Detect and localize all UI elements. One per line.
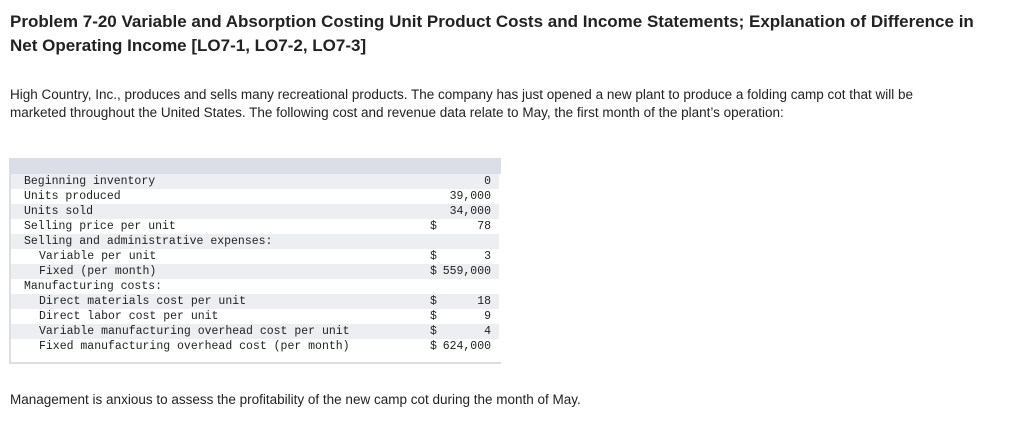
row-label-units-sold: Units sold xyxy=(11,204,431,219)
table-row: Manufacturing costs: xyxy=(11,279,499,294)
table-row: Variable per unit $ 3 xyxy=(11,249,499,264)
row-label-manufacturing-costs-header: Manufacturing costs: xyxy=(24,280,163,293)
row-label-fixed-mfg-overhead: Fixed manufacturing overhead cost (per m… xyxy=(39,340,350,353)
row-value-direct-labor: 9 xyxy=(484,310,491,323)
table-row: Fixed (per month) $ 559,000 xyxy=(11,264,499,279)
row-value-variable-mfg-overhead: 4 xyxy=(442,324,499,339)
row-currency xyxy=(430,279,443,294)
row-value-direct-materials: 18 xyxy=(442,294,499,309)
row-value-variable-per-unit: 3 xyxy=(484,250,491,263)
row-currency: $ xyxy=(430,324,443,339)
row-currency xyxy=(430,189,443,204)
row-currency: $ xyxy=(430,294,443,309)
row-currency: $ xyxy=(430,264,443,279)
row-value-selling-price: 78 xyxy=(477,220,491,233)
row-label-units-produced: Units produced xyxy=(24,190,121,203)
table-row: Fixed manufacturing overhead cost (per m… xyxy=(11,339,499,354)
row-label-fixed-per-month: Fixed (per month) xyxy=(11,264,431,279)
row-value-selling-admin-header xyxy=(442,234,499,249)
problem-title: Problem 7-20 Variable and Absorption Cos… xyxy=(10,12,974,55)
row-currency xyxy=(430,204,443,219)
row-value-fixed-per-month: 559,000 xyxy=(442,264,499,279)
panel-left-border xyxy=(9,174,11,364)
panel-top-border xyxy=(9,158,501,174)
row-currency xyxy=(430,234,443,249)
table-row: Direct labor cost per unit $ 9 xyxy=(11,309,499,324)
row-label-direct-materials: Direct materials cost per unit xyxy=(11,294,431,309)
table-row: Selling and administrative expenses: xyxy=(11,234,499,249)
row-label-variable-per-unit: Variable per unit xyxy=(39,250,157,263)
row-label-variable-mfg-overhead: Variable manufacturing overhead cost per… xyxy=(11,324,431,339)
cost-revenue-table: Beginning inventory 0 Units produced 39,… xyxy=(11,174,499,354)
row-currency: $ xyxy=(430,340,437,353)
row-currency xyxy=(430,174,443,189)
closing-paragraph: Management is anxious to assess the prof… xyxy=(10,392,581,407)
intro-paragraph: High Country, Inc., produces and sells m… xyxy=(10,87,914,120)
cost-revenue-data-panel: Beginning inventory 0 Units produced 39,… xyxy=(9,158,501,366)
row-label-selling-admin-header: Selling and administrative expenses: xyxy=(11,234,431,249)
table-row: Units produced 39,000 xyxy=(11,189,499,204)
row-value-manufacturing-costs-header xyxy=(443,279,499,294)
row-value-units-produced: 39,000 xyxy=(449,190,491,203)
row-label-beginning-inventory: Beginning inventory xyxy=(11,174,431,189)
panel-bottom-border xyxy=(9,362,501,364)
row-label-selling-price: Selling price per unit xyxy=(24,220,176,233)
row-currency: $ xyxy=(430,220,437,233)
row-currency: $ xyxy=(430,250,437,263)
table-row: Units sold 34,000 xyxy=(11,204,499,219)
row-value-fixed-mfg-overhead: 624,000 xyxy=(442,340,491,353)
table-row: Direct materials cost per unit $ 18 xyxy=(11,294,499,309)
row-currency: $ xyxy=(430,310,437,323)
row-value-units-sold: 34,000 xyxy=(442,204,499,219)
row-label-direct-labor: Direct labor cost per unit xyxy=(39,310,219,323)
row-value-beginning-inventory: 0 xyxy=(442,174,499,189)
table-row: Beginning inventory 0 xyxy=(11,174,499,189)
table-row: Variable manufacturing overhead cost per… xyxy=(11,324,499,339)
table-row: Selling price per unit $ 78 xyxy=(11,219,499,234)
